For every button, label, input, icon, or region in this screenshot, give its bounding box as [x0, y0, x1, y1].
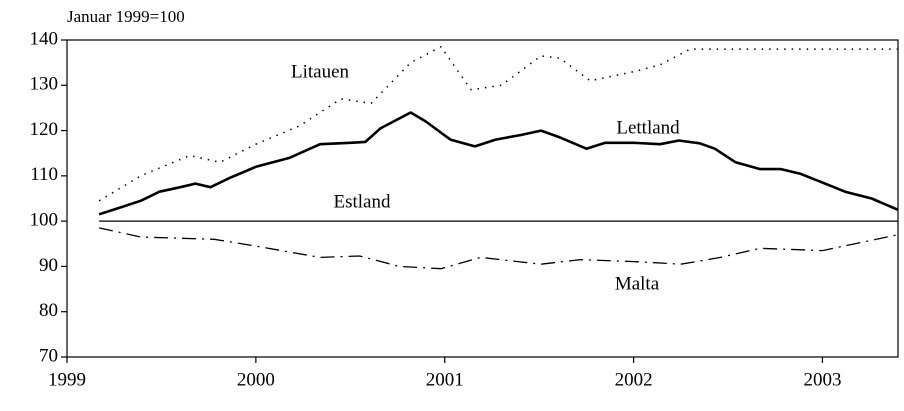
series-label: Estland: [334, 191, 391, 212]
y-tick-label: 140: [30, 28, 59, 49]
plot-frame: [66, 39, 899, 358]
y-tick-label: 130: [30, 74, 59, 95]
y-axis-label: Januar 1999=100: [67, 7, 185, 26]
x-tick-label: 2001: [426, 369, 464, 390]
series-label: Lettland: [616, 117, 680, 138]
y-tick-label: 80: [39, 300, 58, 321]
y-tick-label: 70: [39, 345, 58, 366]
x-tick-label: 2003: [803, 369, 841, 390]
x-tick-label: 2002: [615, 369, 653, 390]
series-label: Litauen: [291, 61, 350, 82]
y-tick-label: 100: [30, 210, 59, 231]
series-label: Malta: [615, 273, 660, 294]
y-tick-label: 110: [30, 164, 58, 185]
series-line: [98, 111, 899, 216]
y-tick-label: 90: [39, 255, 58, 276]
x-tick-label: 2000: [237, 369, 275, 390]
x-tick-label: 1999: [48, 369, 86, 390]
series-line: [98, 227, 899, 270]
series-line: [98, 46, 898, 202]
y-tick-label: 120: [30, 119, 59, 140]
